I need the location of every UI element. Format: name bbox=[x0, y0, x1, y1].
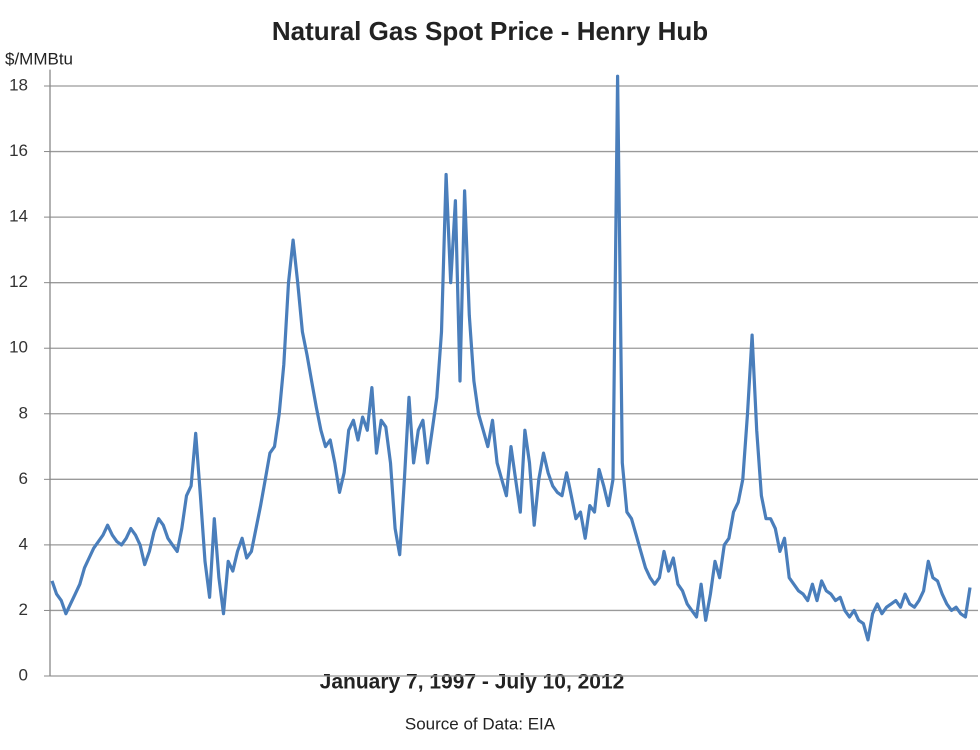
source-note: Source of Data: EIA bbox=[405, 714, 556, 733]
chart-title: Natural Gas Spot Price - Henry Hub bbox=[272, 16, 708, 46]
y-tick-label: 0 bbox=[19, 665, 28, 684]
y-tick-label: 2 bbox=[19, 600, 28, 619]
y-tick-label: 8 bbox=[19, 403, 28, 422]
x-axis-label: January 7, 1997 - July 10, 2012 bbox=[320, 671, 625, 694]
y-tick-label: 18 bbox=[9, 75, 28, 94]
y-tick-label: 4 bbox=[19, 534, 28, 553]
y-tick-label: 16 bbox=[9, 141, 28, 160]
price-line bbox=[50, 74, 972, 642]
y-tick-label: 10 bbox=[9, 338, 28, 357]
y-axis-label: $/MMBtu bbox=[5, 49, 73, 68]
y-tick-label: 14 bbox=[9, 207, 28, 226]
y-tick-label: 6 bbox=[19, 469, 28, 488]
y-tick-label: 12 bbox=[9, 272, 28, 291]
